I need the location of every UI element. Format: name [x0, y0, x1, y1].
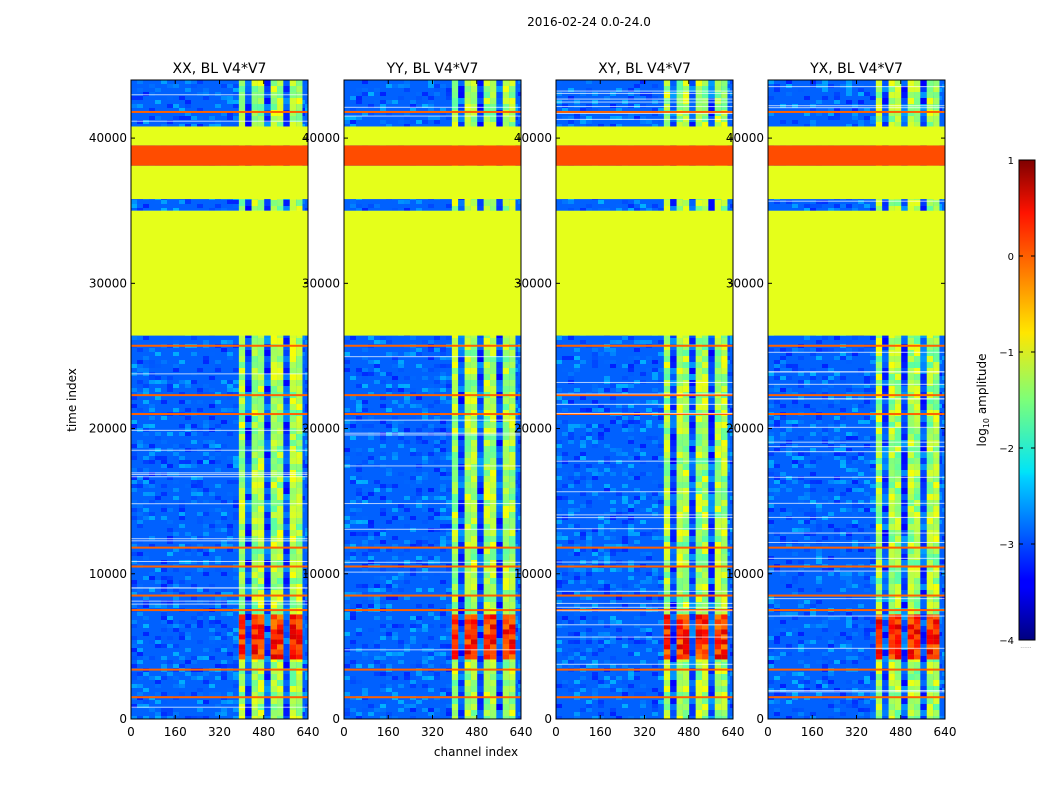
flagged-block — [131, 210, 308, 336]
flagged-block — [768, 126, 945, 146]
y-tick-label: 30000 — [726, 276, 764, 290]
colorbar-gradient — [1018, 159, 1036, 641]
y-tick-label: 30000 — [514, 276, 552, 290]
y-tick-label: 0 — [332, 712, 340, 726]
flagged-block — [344, 126, 521, 146]
y-tick-label: 0 — [119, 712, 127, 726]
x-tick-label: 640 — [934, 725, 957, 739]
y-tick-label: 20000 — [514, 422, 552, 436]
x-tick-label: 320 — [845, 725, 868, 739]
flagged-block — [556, 145, 733, 166]
flagged-block — [344, 165, 521, 200]
panel-yy: YY, BL V4*V7 0 160 320 480 640 0 10000 20000 3000… — [302, 61, 533, 739]
x-tick-label: 480 — [252, 725, 275, 739]
x-tick-label: 320 — [421, 725, 444, 739]
x-tick-label: 640 — [510, 725, 533, 739]
heatmap-image — [344, 80, 521, 719]
colorbar-tick-label: 1 — [1008, 156, 1014, 167]
heatmap-image — [131, 80, 308, 719]
y-tick-label: 0 — [756, 712, 764, 726]
panel-title: YY, BL V4*V7 — [386, 61, 479, 77]
flagged-block — [131, 126, 308, 146]
colorbar-tick-label: −4 — [999, 636, 1014, 647]
flagged-block — [556, 210, 733, 336]
y-tick-label: 40000 — [514, 131, 552, 145]
colorbar-label: log10 amplitude — [975, 354, 991, 447]
x-tick-label: 480 — [889, 725, 912, 739]
x-tick-label: 480 — [677, 725, 700, 739]
y-tick-label: 40000 — [302, 131, 340, 145]
flagged-block — [131, 145, 308, 166]
x-tick-label: 640 — [297, 725, 320, 739]
x-tick-label: 640 — [722, 725, 745, 739]
x-tick-label: 0 — [552, 725, 560, 739]
flagged-block — [556, 126, 733, 146]
y-tick-label: 30000 — [89, 276, 127, 290]
flagged-block — [131, 165, 308, 200]
x-tick-label: 0 — [127, 725, 135, 739]
y-tick-label: 10000 — [726, 567, 764, 581]
colorbar-tick-label: −2 — [999, 444, 1014, 455]
x-tick-label: 160 — [377, 725, 400, 739]
x-tick-label: 0 — [764, 725, 772, 739]
y-tick-label: 30000 — [302, 276, 340, 290]
colorbar-tick-label: −1 — [999, 348, 1014, 359]
flagged-block — [768, 210, 945, 336]
x-axis-label: channel index — [434, 745, 518, 759]
flagged-block — [768, 165, 945, 200]
y-tick-label: 0 — [544, 712, 552, 726]
panel-xy: XY, BL V4*V7 0 160 320 480 640 0 10000 20000 3000… — [514, 61, 745, 739]
flagged-block — [556, 165, 733, 200]
panel-xx: XX, BL V4*V7 0 160 320 480 640 0 10000 20000 3000… — [89, 61, 320, 739]
flagged-block — [344, 210, 521, 336]
figure-suptitle: 2016-02-24 0.0-24.0 — [527, 15, 651, 29]
y-tick-label: 40000 — [89, 131, 127, 145]
x-tick-label: 160 — [801, 725, 824, 739]
y-tick-label: 40000 — [726, 131, 764, 145]
x-tick-label: 0 — [340, 725, 348, 739]
colorbar-tick-label: −3 — [999, 540, 1014, 551]
colorbar-tick-label: 0 — [1008, 252, 1014, 263]
panel-title: XX, BL V4*V7 — [173, 61, 267, 77]
y-tick-label: 10000 — [514, 567, 552, 581]
flagged-block — [344, 145, 521, 166]
y-tick-label: 10000 — [302, 567, 340, 581]
flagged-block — [768, 145, 945, 166]
x-tick-label: 480 — [465, 725, 488, 739]
colorbar: 1 0 −1 −2 −3 −4 log10 amplitude ...... — [975, 156, 1036, 650]
heatmap-image — [768, 80, 945, 719]
x-tick-label: 320 — [208, 725, 231, 739]
y-tick-label: 20000 — [302, 422, 340, 436]
y-tick-label: 20000 — [89, 422, 127, 436]
y-tick-label: 10000 — [89, 567, 127, 581]
panel-title: XY, BL V4*V7 — [598, 61, 691, 77]
panel-yx: YX, BL V4*V7 0 160 320 480 640 0 10000 20000 3000… — [726, 61, 957, 739]
y-tick-label: 20000 — [726, 422, 764, 436]
panel-title: YX, BL V4*V7 — [809, 61, 903, 77]
heatmap-image — [556, 80, 733, 719]
x-tick-label: 160 — [589, 725, 612, 739]
y-axis-label: time index — [65, 368, 79, 432]
colorbar-extra: ...... — [1020, 643, 1032, 650]
x-tick-label: 320 — [633, 725, 656, 739]
x-tick-label: 160 — [164, 725, 187, 739]
